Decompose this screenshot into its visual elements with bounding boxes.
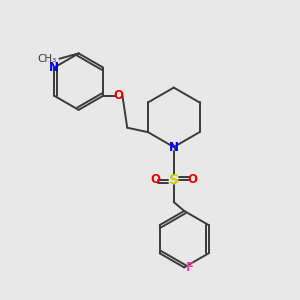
Text: F: F (186, 262, 194, 275)
Text: N: N (169, 140, 179, 154)
Text: O: O (187, 173, 197, 186)
Text: O: O (150, 173, 160, 186)
Text: S: S (169, 173, 179, 187)
Text: N: N (49, 61, 59, 74)
Text: CH₃: CH₃ (37, 54, 56, 64)
Text: O: O (114, 89, 124, 102)
